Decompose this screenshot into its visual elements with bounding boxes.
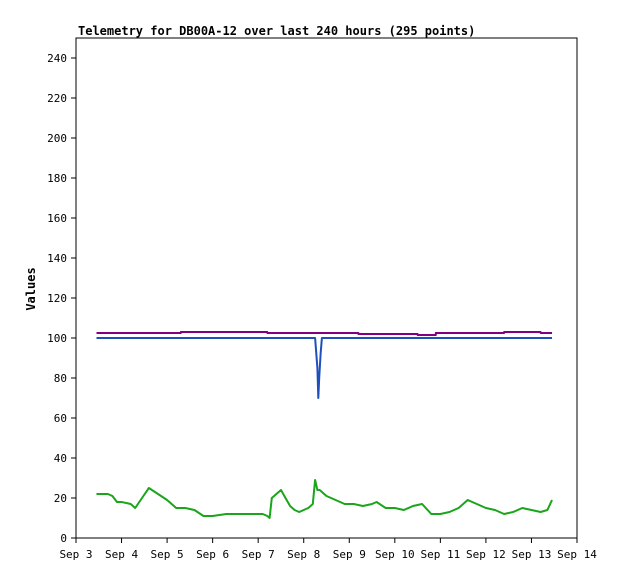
series-line-3 [96,479,553,519]
x-tick-label: Sep 6 [196,548,229,561]
x-tick-label: Sep 10 [375,548,415,561]
plot-area [75,37,578,539]
y-tick-label: 220 [47,92,67,105]
y-tick-label: 140 [47,252,67,265]
y-tick-label: 40 [54,452,67,465]
x-tick-label: Sep 11 [420,548,460,561]
x-tick-label: Sep 12 [466,548,506,561]
y-tick-label: 200 [47,132,67,145]
y-tick-label: 60 [54,412,67,425]
x-tick-label: Sep 4 [105,548,138,561]
x-tick-label: Sep 5 [151,548,184,561]
x-tick-label: Sep 13 [512,548,552,561]
y-tick-label: 100 [47,332,67,345]
series-line-2 [96,337,552,399]
series-layer [96,331,553,519]
chart-title: Telemetry for DB00A-12 over last 240 hou… [78,24,475,38]
y-tick-label: 160 [47,212,67,225]
y-tick-label: 120 [47,292,67,305]
y-tick-label: 180 [47,172,67,185]
x-axis: Sep 3 Sep 4 Sep 5 Sep 6 Sep 7 Sep 8 Sep 9 Sep 1… [59,538,597,561]
y-axis: 0 20 40 60 80 100 120 140 160 180 200 220 240 [47,52,76,545]
y-tick-label: 80 [54,372,67,385]
x-tick-label: Sep 9 [333,548,366,561]
x-tick-label: Sep 3 [59,548,92,561]
y-tick-label: 20 [54,492,67,505]
series-line-1 [96,331,552,336]
x-tick-label: Sep 7 [242,548,275,561]
x-tick-label: Sep 8 [287,548,320,561]
x-tick-label: Sep 14 [557,548,597,561]
y-tick-label: 0 [60,532,67,545]
y-axis-label: Values [24,267,38,310]
y-tick-label: 240 [47,52,67,65]
